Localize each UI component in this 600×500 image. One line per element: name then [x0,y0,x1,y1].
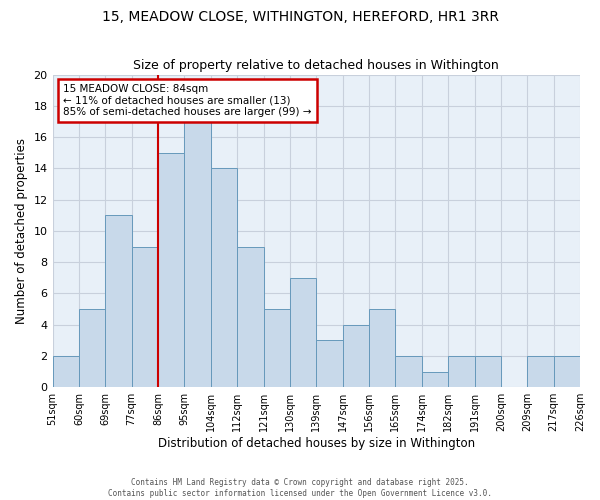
Text: 15, MEADOW CLOSE, WITHINGTON, HEREFORD, HR1 3RR: 15, MEADOW CLOSE, WITHINGTON, HEREFORD, … [101,10,499,24]
Y-axis label: Number of detached properties: Number of detached properties [15,138,28,324]
Bar [105,215,131,387]
Bar [184,122,211,387]
Bar [554,356,580,387]
X-axis label: Distribution of detached houses by size in Withington: Distribution of detached houses by size … [158,437,475,450]
Bar [316,340,343,387]
Bar [211,168,237,387]
Bar [475,356,501,387]
Bar [395,356,422,387]
Title: Size of property relative to detached houses in Withington: Size of property relative to detached ho… [133,59,499,72]
Bar [527,356,554,387]
Bar [131,246,158,387]
Bar [53,356,79,387]
Bar [79,309,105,387]
Text: 15 MEADOW CLOSE: 84sqm
← 11% of detached houses are smaller (13)
85% of semi-det: 15 MEADOW CLOSE: 84sqm ← 11% of detached… [63,84,311,117]
Bar [158,152,184,387]
Bar [237,246,263,387]
Bar [448,356,475,387]
Bar [343,324,369,387]
Bar [369,309,395,387]
Bar [263,309,290,387]
Bar [422,372,448,387]
Text: Contains HM Land Registry data © Crown copyright and database right 2025.
Contai: Contains HM Land Registry data © Crown c… [108,478,492,498]
Bar [290,278,316,387]
